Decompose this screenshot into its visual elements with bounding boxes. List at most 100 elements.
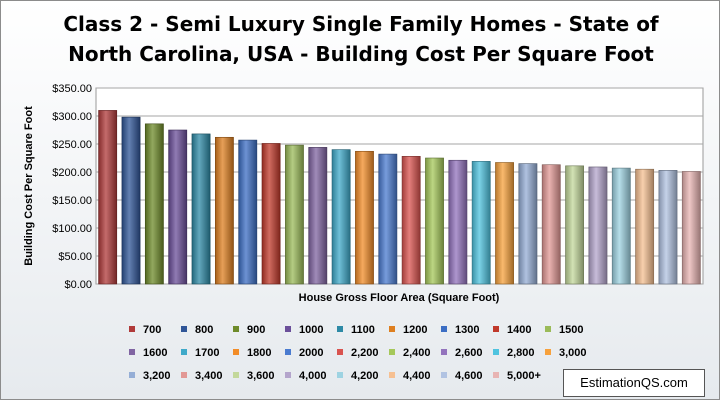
bar-4000 xyxy=(588,166,608,285)
legend-label: 700 xyxy=(143,324,162,336)
bar-3400 xyxy=(541,164,561,285)
bar-3000 xyxy=(495,162,514,285)
bar-700 xyxy=(98,110,118,285)
bar-3200 xyxy=(518,163,538,285)
legend-label: 1700 xyxy=(195,347,220,359)
legend-item: 2000 xyxy=(285,346,323,360)
legend-label: 5,000+ xyxy=(507,370,541,382)
legend-label: 3,000 xyxy=(559,347,587,359)
chart-title-line-1: Class 2 - Semi Luxury Single Family Home… xyxy=(63,12,659,36)
legend-item: 1400 xyxy=(493,323,531,337)
legend-item: 2,800 xyxy=(493,346,535,360)
legend-item: 2,400 xyxy=(389,346,431,360)
legend-item: 1100 xyxy=(337,323,375,337)
bars xyxy=(98,110,701,285)
legend-item: 4,400 xyxy=(389,369,431,383)
legend-swatch xyxy=(337,349,343,356)
legend-swatch xyxy=(181,372,187,379)
bar-1500 xyxy=(285,144,304,285)
legend-item: 900 xyxy=(233,323,265,337)
legend-label: 2,600 xyxy=(455,347,483,359)
y-tick-label: $300.00 xyxy=(52,111,92,123)
bar-4200 xyxy=(611,167,631,285)
legend-item: 2,600 xyxy=(441,346,483,360)
legend-label: 3,600 xyxy=(247,370,275,382)
y-tick-label: $250.00 xyxy=(52,139,92,151)
legend-item: 1200 xyxy=(389,323,427,337)
legend-label: 2,800 xyxy=(507,347,535,359)
legend-swatch xyxy=(389,349,395,356)
legend-item: 3,600 xyxy=(233,369,275,383)
bar-2800 xyxy=(471,161,491,285)
bar-2200 xyxy=(401,156,421,285)
y-tick-label: $100.00 xyxy=(52,223,92,235)
bar-1000 xyxy=(168,129,188,285)
legend-item: 4,600 xyxy=(441,369,483,383)
legend-item: 3,400 xyxy=(181,369,223,383)
y-tick-label: $350.00 xyxy=(52,83,92,95)
legend-swatch xyxy=(389,326,395,333)
legend-item: 700 xyxy=(129,323,161,337)
legend-swatch xyxy=(337,372,343,379)
y-tick-label: $200.00 xyxy=(52,167,92,179)
legend-swatch xyxy=(389,372,395,379)
bar-1700 xyxy=(331,149,351,285)
legend-item: 4,200 xyxy=(337,369,379,383)
legend-swatch xyxy=(545,326,551,333)
legend-item: 800 xyxy=(181,323,213,337)
legend-swatch xyxy=(233,349,239,356)
legend-label: 3,200 xyxy=(143,370,171,382)
legend-swatch xyxy=(441,326,447,333)
y-tick-label: $50.00 xyxy=(58,251,92,263)
legend-item: 1000 xyxy=(285,323,323,337)
legend-item: 5,000+ xyxy=(493,369,541,383)
watermark: EstimationQS.com xyxy=(563,369,705,397)
legend-swatch xyxy=(129,349,135,356)
legend-swatch xyxy=(493,326,499,333)
y-tick-label: $150.00 xyxy=(52,195,92,207)
legend-label: 1000 xyxy=(299,324,324,336)
legend-swatch xyxy=(337,326,343,333)
legend-item: 1300 xyxy=(441,323,479,337)
legend-swatch xyxy=(285,349,291,356)
legend-swatch xyxy=(181,326,187,333)
legend-item: 1500 xyxy=(545,323,583,337)
legend-label: 2,200 xyxy=(351,347,379,359)
legend-swatch xyxy=(493,349,499,356)
legend-swatch xyxy=(233,372,239,379)
legend-swatch xyxy=(129,372,135,379)
legend-label: 1200 xyxy=(403,324,428,336)
bar-4600 xyxy=(658,170,678,285)
bar-800 xyxy=(121,116,141,285)
bar-2000 xyxy=(378,153,398,285)
legend-label: 2000 xyxy=(299,347,324,359)
legend-label: 1500 xyxy=(559,324,584,336)
legend-label: 900 xyxy=(247,324,266,336)
chart-title: Class 2 - Semi Luxury Single Family Home… xyxy=(1,9,720,69)
legend-label: 1600 xyxy=(143,347,168,359)
bar-1400 xyxy=(261,143,281,285)
legend-swatch xyxy=(181,349,187,356)
legend-label: 800 xyxy=(195,324,214,336)
legend-swatch xyxy=(441,349,447,356)
legend-item: 2,200 xyxy=(337,346,379,360)
legend-label: 1100 xyxy=(351,324,375,336)
bar-4400 xyxy=(635,168,655,285)
legend-label: 4,200 xyxy=(351,370,379,382)
x-axis-title: House Gross Floor Area (Square Foot) xyxy=(299,292,500,304)
legend-label: 4,000 xyxy=(299,370,327,382)
bar-1100 xyxy=(191,133,211,285)
y-tick-label: $0.00 xyxy=(64,279,92,291)
legend-label: 3,400 xyxy=(195,370,223,382)
legend-swatch xyxy=(493,372,499,379)
bar-1600 xyxy=(308,147,328,285)
legend-swatch xyxy=(285,326,291,333)
legend-swatch xyxy=(129,326,135,333)
legend-label: 1400 xyxy=(507,324,532,336)
legend-label: 1800 xyxy=(247,347,272,359)
legend-item: 3,200 xyxy=(129,369,171,383)
legend-swatch xyxy=(233,326,239,333)
bar-2600 xyxy=(448,159,468,285)
legend-item: 1700 xyxy=(181,346,219,360)
